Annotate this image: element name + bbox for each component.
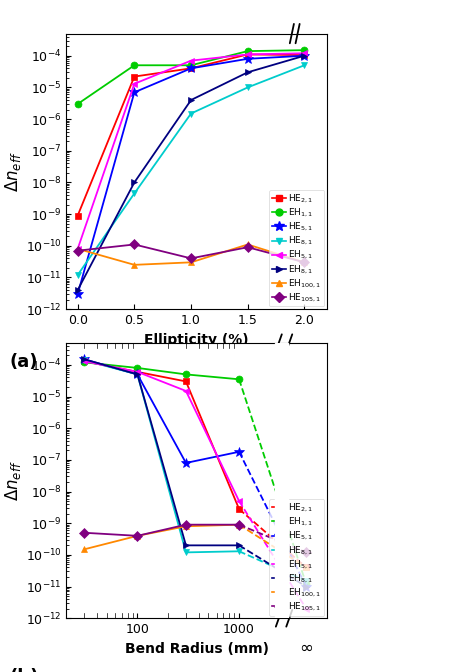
Text: $\infty$: $\infty$: [299, 638, 313, 655]
Legend: HE$_{2,1}$, EH$_{1,1}$, HE$_{5,1}$, HE$_{8,1}$, EH$_{5,1}$, EH$_{8,1}$, EH$_{100: HE$_{2,1}$, EH$_{1,1}$, HE$_{5,1}$, HE$_…: [269, 190, 324, 306]
Text: (a): (a): [9, 353, 37, 371]
Y-axis label: $\Delta n_{eff}$: $\Delta n_{eff}$: [3, 460, 23, 501]
Legend: HE$_{2,1}$, EH$_{1,1}$, HE$_{5,1}$, HE$_{8,1}$, EH$_{5,1}$, EH$_{8,1}$, EH$_{100: HE$_{2,1}$, EH$_{1,1}$, HE$_{5,1}$, HE$_…: [269, 499, 324, 616]
X-axis label: Bend Radius (mm): Bend Radius (mm): [125, 642, 269, 656]
X-axis label: Ellipticity (%): Ellipticity (%): [145, 333, 249, 347]
Bar: [275, 343, 288, 618]
Y-axis label: $\Delta n_{eff}$: $\Delta n_{eff}$: [3, 151, 23, 192]
Text: (b): (b): [9, 668, 38, 672]
